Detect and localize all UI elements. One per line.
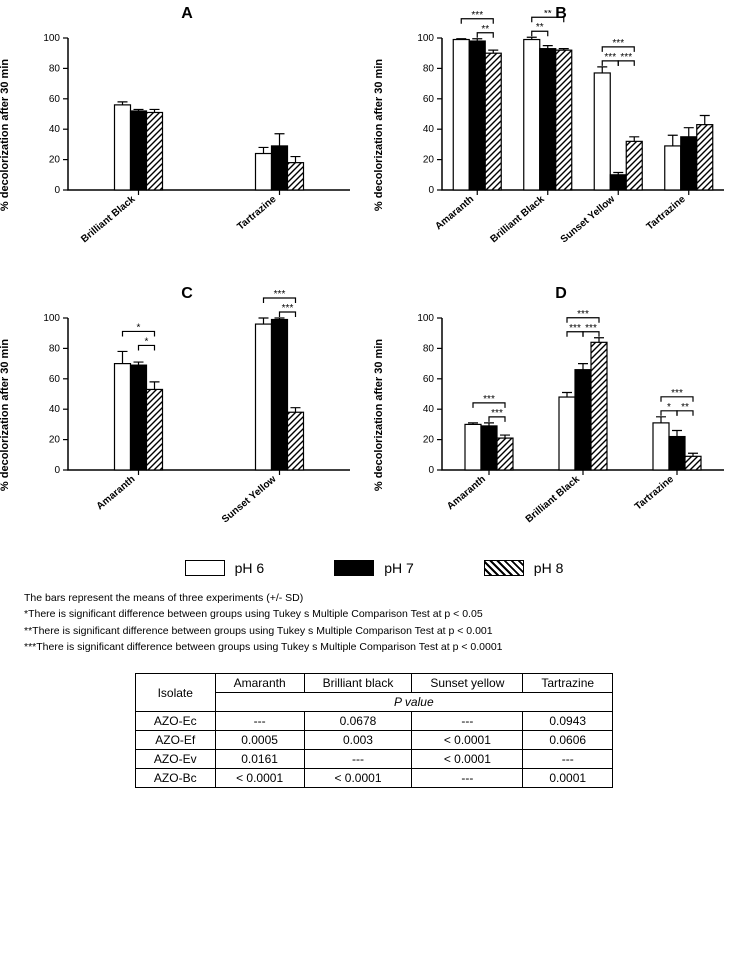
svg-text:0: 0 <box>428 185 434 196</box>
svg-text:***: *** <box>491 408 503 419</box>
svg-text:Tartrazine: Tartrazine <box>645 194 688 233</box>
svg-text:***: *** <box>274 290 286 300</box>
svg-text:100: 100 <box>417 313 434 324</box>
svg-text:***: *** <box>604 52 616 63</box>
legend-item-pH6: pH 6 <box>185 560 265 576</box>
panel-C-svg: 020406080100AmaranthSunset Yellow*******… <box>10 290 360 540</box>
figure-container: A % decolorization after 30 min 0 20 40 60 8… <box>0 0 748 798</box>
svg-text:Brilliant Black: Brilliant Black <box>489 194 547 246</box>
panel-B-label: B <box>555 5 567 23</box>
svg-text:Tartrazine: Tartrazine <box>235 194 278 233</box>
legend-swatch-pH8 <box>484 560 524 576</box>
svg-text:***: *** <box>620 52 632 63</box>
panel-D-label: D <box>555 285 567 303</box>
svg-text:***: *** <box>585 323 597 334</box>
svg-text:0: 0 <box>428 465 434 476</box>
svg-text:20: 20 <box>49 435 61 446</box>
svg-text:Amaranth: Amaranth <box>433 194 476 232</box>
svg-text:20: 20 <box>423 155 435 166</box>
svg-text:Amaranth: Amaranth <box>95 474 138 512</box>
panel-A-ylabel: % decolorization after 30 min <box>0 59 11 211</box>
footnotes: The bars represent the means of three ex… <box>10 590 738 655</box>
svg-text:Tartrazine: Tartrazine <box>633 474 676 513</box>
svg-text:100: 100 <box>417 33 434 44</box>
panel-C-label: C <box>181 285 193 303</box>
footnote-2: **There is significant difference betwee… <box>24 623 724 639</box>
legend-label-pH6: pH 6 <box>235 560 265 576</box>
panel-D: D % decolorization after 30 min 02040608… <box>384 290 738 540</box>
svg-text:40: 40 <box>49 404 61 415</box>
svg-text:***: *** <box>471 10 483 21</box>
panel-C-ylabel: % decolorization after 30 min <box>0 339 11 491</box>
p-value-table: IsolateAmaranthBrilliant blackSunset yel… <box>135 673 613 788</box>
svg-text:60: 60 <box>423 94 435 105</box>
svg-text:0: 0 <box>54 185 60 196</box>
svg-text:80: 80 <box>49 63 61 74</box>
legend-item-pH8: pH 8 <box>484 560 564 576</box>
svg-text:40: 40 <box>423 404 435 415</box>
panel-D-ylabel: % decolorization after 30 min <box>373 339 385 491</box>
svg-text:**: ** <box>681 402 689 413</box>
panel-A-svg: 0 20 40 60 80 100 Brilliant Black Tartrazine <box>10 10 360 260</box>
svg-text:*: * <box>145 336 149 347</box>
svg-text:60: 60 <box>49 94 61 105</box>
panel-B-svg: 0 20 40 60 80 100 Amaranth Brilliant BlackSunse… <box>384 10 734 260</box>
svg-text:Sunset Yellow: Sunset Yellow <box>220 474 279 526</box>
svg-text:60: 60 <box>49 374 61 385</box>
svg-text:**: ** <box>481 24 489 35</box>
legend-item-pH7: pH 7 <box>334 560 414 576</box>
panel-B: B % decolorization after 30 min 02040608… <box>384 10 738 260</box>
svg-text:***: *** <box>671 388 683 399</box>
svg-text:***: *** <box>569 323 581 334</box>
svg-text:***: *** <box>483 394 495 405</box>
svg-text:**: ** <box>536 22 544 33</box>
panel-D-svg: 0 20 40 60 80 100 Amaranth Brilliant Black Tartr… <box>384 290 734 540</box>
svg-text:Brilliant Black: Brilliant Black <box>79 194 137 246</box>
svg-text:Sunset Yellow: Sunset Yellow <box>559 194 618 246</box>
legend-swatch-pH7 <box>334 560 374 576</box>
charts-grid: A % decolorization after 30 min 02040608… <box>10 10 738 540</box>
svg-text:80: 80 <box>49 343 61 354</box>
svg-text:*: * <box>667 402 671 413</box>
svg-text:80: 80 <box>423 63 435 74</box>
svg-text:*: * <box>137 322 141 333</box>
footnote-3: ***There is significant difference betwe… <box>24 639 724 655</box>
svg-text:60: 60 <box>423 374 435 385</box>
svg-text:***: *** <box>577 309 589 320</box>
svg-text:**: ** <box>544 10 552 19</box>
panel-A-label: A <box>181 5 193 23</box>
legend-swatch-pH6 <box>185 560 225 576</box>
panel-A: A % decolorization after 30 min 02040608… <box>10 10 364 260</box>
svg-text:0: 0 <box>54 465 60 476</box>
svg-text:40: 40 <box>49 124 61 135</box>
svg-text:100: 100 <box>43 33 60 44</box>
panel-B-ylabel: % decolorization after 30 min <box>373 59 385 211</box>
svg-text:20: 20 <box>423 435 435 446</box>
svg-text:40: 40 <box>423 124 435 135</box>
panel-C: C % decolorization after 30 min 02040608… <box>10 290 364 540</box>
footnote-0: The bars represent the means of three ex… <box>24 590 724 606</box>
svg-text:Brilliant Black: Brilliant Black <box>524 474 582 526</box>
legend: pH 6 pH 7 pH 8 <box>10 560 738 576</box>
svg-text:20: 20 <box>49 155 61 166</box>
svg-text:***: *** <box>612 38 624 49</box>
svg-text:80: 80 <box>423 343 435 354</box>
legend-label-pH8: pH 8 <box>534 560 564 576</box>
svg-text:100: 100 <box>43 313 60 324</box>
svg-text:Amaranth: Amaranth <box>445 474 488 512</box>
svg-text:***: *** <box>282 303 294 314</box>
legend-label-pH7: pH 7 <box>384 560 414 576</box>
footnote-1: *There is significant difference between… <box>24 606 724 622</box>
